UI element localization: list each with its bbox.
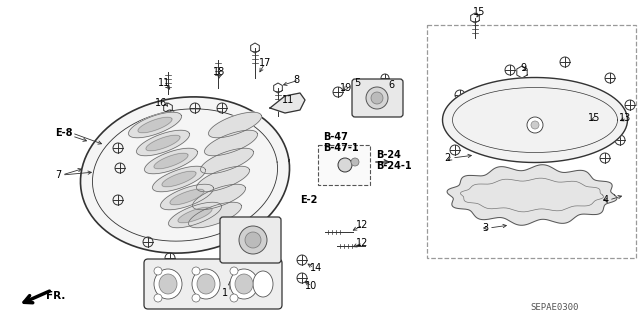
Polygon shape bbox=[193, 184, 246, 210]
Ellipse shape bbox=[230, 269, 258, 299]
Circle shape bbox=[230, 294, 238, 302]
Text: 2: 2 bbox=[444, 153, 451, 163]
Circle shape bbox=[245, 232, 261, 248]
Text: 10: 10 bbox=[305, 281, 317, 291]
Polygon shape bbox=[447, 165, 617, 225]
Polygon shape bbox=[129, 112, 182, 138]
Polygon shape bbox=[168, 202, 221, 228]
Polygon shape bbox=[81, 97, 289, 253]
Text: 15: 15 bbox=[588, 113, 600, 123]
Polygon shape bbox=[138, 117, 172, 133]
Polygon shape bbox=[136, 130, 189, 156]
Circle shape bbox=[527, 117, 543, 133]
Text: B-24: B-24 bbox=[376, 150, 401, 160]
Circle shape bbox=[239, 226, 267, 254]
FancyBboxPatch shape bbox=[352, 79, 403, 117]
FancyBboxPatch shape bbox=[318, 145, 370, 185]
Text: 11: 11 bbox=[158, 78, 170, 88]
Polygon shape bbox=[170, 189, 204, 205]
Polygon shape bbox=[178, 207, 212, 223]
Polygon shape bbox=[189, 202, 241, 228]
Text: 3: 3 bbox=[482, 223, 488, 233]
FancyBboxPatch shape bbox=[144, 259, 282, 309]
Polygon shape bbox=[270, 93, 305, 113]
Text: 8: 8 bbox=[293, 75, 299, 85]
Text: 11: 11 bbox=[282, 95, 294, 105]
Text: SEPAE0300: SEPAE0300 bbox=[530, 303, 579, 313]
Polygon shape bbox=[196, 166, 250, 192]
Text: 5: 5 bbox=[354, 78, 360, 88]
Text: 16: 16 bbox=[155, 98, 167, 108]
Circle shape bbox=[531, 121, 539, 129]
FancyBboxPatch shape bbox=[220, 217, 281, 263]
Text: 17: 17 bbox=[259, 58, 271, 68]
Ellipse shape bbox=[235, 274, 253, 294]
Text: 9: 9 bbox=[520, 63, 526, 73]
Circle shape bbox=[351, 158, 359, 166]
Polygon shape bbox=[146, 135, 180, 151]
Text: 6: 6 bbox=[388, 80, 394, 90]
Polygon shape bbox=[161, 184, 214, 210]
Text: E-8: E-8 bbox=[55, 128, 72, 138]
Text: B-47-1: B-47-1 bbox=[323, 143, 358, 153]
Ellipse shape bbox=[253, 271, 273, 297]
Ellipse shape bbox=[154, 269, 182, 299]
Text: 1: 1 bbox=[222, 288, 228, 298]
Polygon shape bbox=[152, 166, 205, 192]
Polygon shape bbox=[205, 130, 257, 156]
Text: 18: 18 bbox=[213, 67, 225, 77]
Polygon shape bbox=[145, 148, 198, 174]
Polygon shape bbox=[154, 153, 188, 169]
Circle shape bbox=[154, 267, 162, 275]
Circle shape bbox=[192, 294, 200, 302]
Text: 14: 14 bbox=[310, 263, 323, 273]
Text: 7: 7 bbox=[55, 170, 61, 180]
Text: 13: 13 bbox=[619, 113, 631, 123]
Circle shape bbox=[154, 294, 162, 302]
Text: 12: 12 bbox=[356, 238, 369, 248]
Text: 19: 19 bbox=[340, 83, 352, 93]
Text: B-24-1: B-24-1 bbox=[376, 161, 412, 171]
Polygon shape bbox=[209, 112, 262, 138]
Ellipse shape bbox=[197, 274, 215, 294]
Circle shape bbox=[230, 267, 238, 275]
Circle shape bbox=[366, 87, 388, 109]
Text: 12: 12 bbox=[356, 220, 369, 230]
Circle shape bbox=[371, 92, 383, 104]
Text: 15: 15 bbox=[473, 7, 485, 17]
Polygon shape bbox=[442, 78, 627, 162]
Text: E-2: E-2 bbox=[300, 195, 317, 205]
Circle shape bbox=[338, 158, 352, 172]
Text: FR.: FR. bbox=[46, 291, 65, 301]
Circle shape bbox=[192, 267, 200, 275]
Polygon shape bbox=[162, 171, 196, 187]
Polygon shape bbox=[200, 148, 253, 174]
Text: B-47: B-47 bbox=[323, 132, 348, 142]
Text: 4: 4 bbox=[603, 195, 609, 205]
Ellipse shape bbox=[192, 269, 220, 299]
Ellipse shape bbox=[159, 274, 177, 294]
